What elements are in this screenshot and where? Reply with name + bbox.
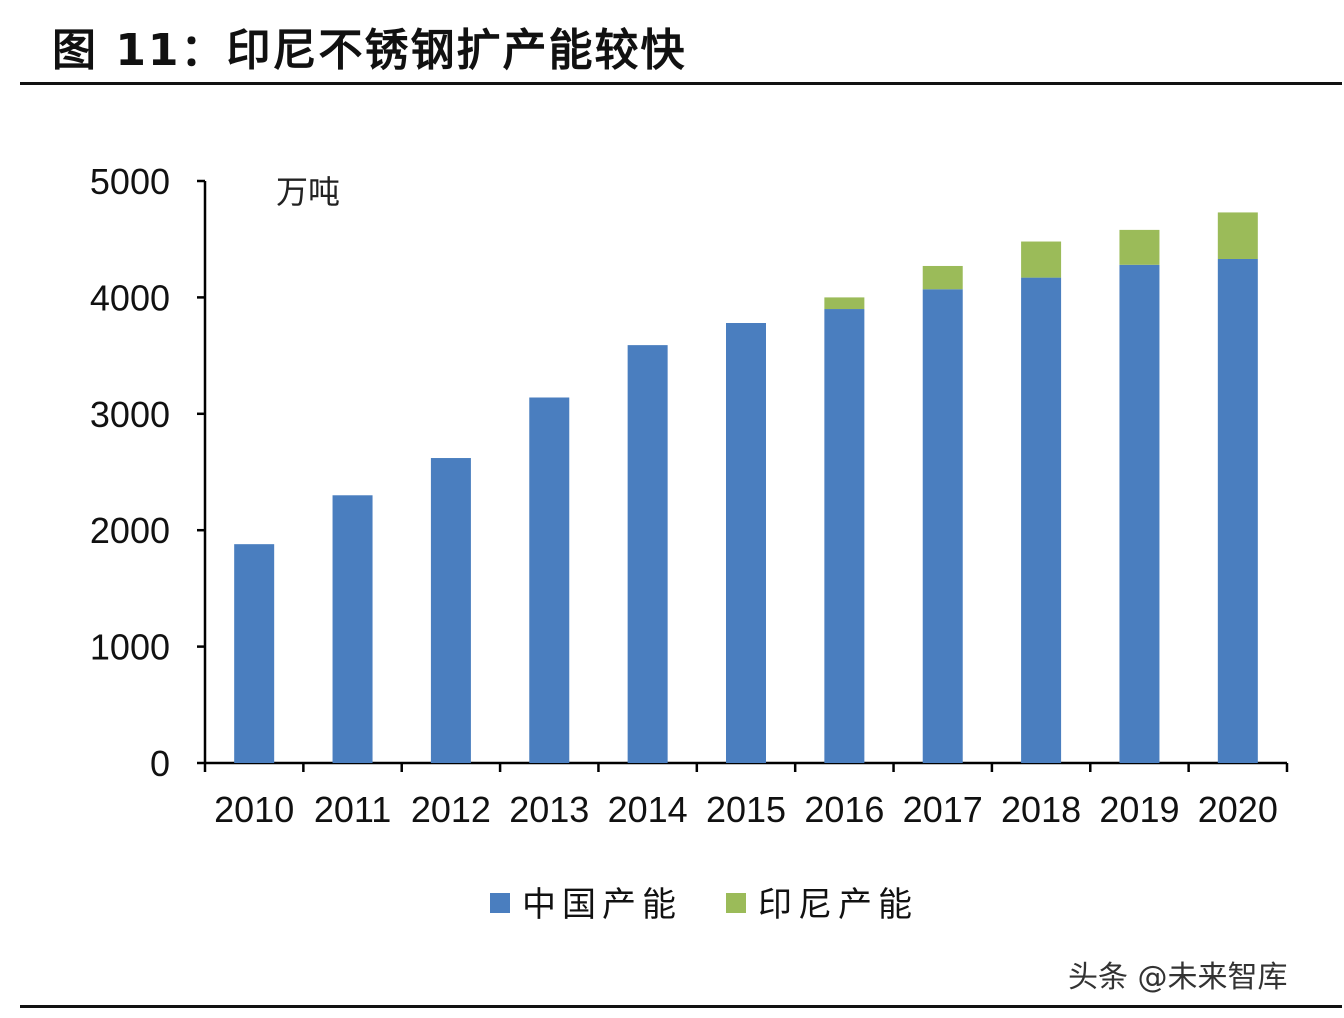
bar-china-2019 — [1119, 264, 1160, 763]
bar-indonesia-2019 — [1119, 229, 1160, 265]
bar-china-2016 — [824, 309, 865, 763]
bar-indonesia-2017 — [922, 265, 963, 290]
legend-label-0: 中国产能 — [522, 885, 682, 925]
y-tick-label: 0 — [150, 743, 170, 784]
legend-swatch-0 — [490, 893, 510, 913]
bar-china-2015 — [726, 323, 766, 763]
x-tick-label: 2016 — [804, 789, 884, 830]
x-tick-label: 2014 — [608, 789, 688, 830]
bar-china-2017 — [922, 289, 963, 763]
y-tick-label: 2000 — [90, 510, 170, 551]
bottom-rule — [20, 1005, 1342, 1008]
bar-china-2018 — [1021, 277, 1062, 763]
x-tick-label: 2011 — [314, 789, 391, 830]
x-tick-label: 2019 — [1099, 789, 1179, 830]
unit-label: 万吨 — [276, 173, 340, 211]
bar-indonesia-2016 — [824, 297, 865, 310]
x-tick-label: 2017 — [903, 789, 983, 830]
bar-china-2020 — [1217, 258, 1258, 763]
x-tick-label: 2018 — [1001, 789, 1081, 830]
top-rule — [20, 82, 1342, 85]
watermark: 头条 @未来智库 — [1068, 960, 1288, 995]
bar-china-2014 — [627, 345, 668, 763]
x-tick-label: 2012 — [411, 789, 491, 830]
y-tick-label: 5000 — [90, 161, 170, 202]
x-tick-label: 2010 — [214, 789, 294, 830]
bar-china-2012 — [430, 458, 471, 763]
bar-china-2010 — [234, 544, 275, 763]
y-tick-label: 1000 — [90, 627, 170, 668]
x-tick-label: 2013 — [509, 789, 589, 830]
y-tick-label: 4000 — [90, 277, 170, 318]
x-tick-label: 2020 — [1198, 789, 1278, 830]
bar-indonesia-2018 — [1021, 241, 1062, 278]
figure-title: 图 11：印尼不锈钢扩产能较快 — [52, 25, 687, 76]
bar-china-2011 — [332, 495, 373, 763]
bar-china-2013 — [529, 397, 570, 763]
legend-swatch-1 — [726, 893, 746, 913]
bar-indonesia-2020 — [1217, 212, 1258, 259]
y-tick-label: 3000 — [90, 394, 170, 435]
legend-label-1: 印尼产能 — [758, 885, 918, 925]
x-tick-label: 2015 — [706, 789, 786, 830]
